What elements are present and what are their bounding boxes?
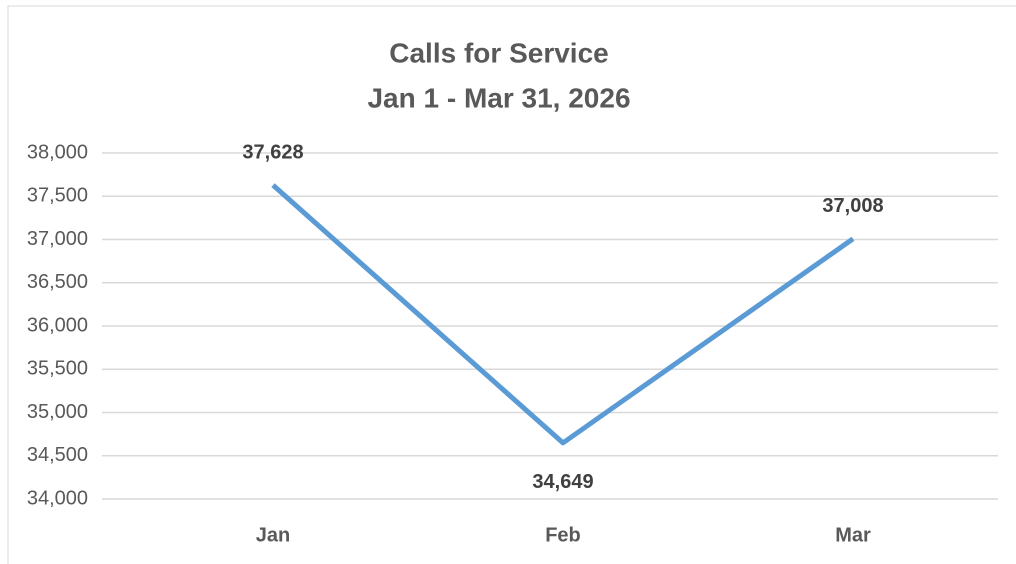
y-tick-label: 38,000 bbox=[27, 141, 88, 163]
x-tick-label: Jan bbox=[256, 524, 290, 546]
y-tick-label: 35,500 bbox=[27, 358, 88, 380]
line-series bbox=[271, 183, 855, 446]
chart-subtitle: Jan 1 - Mar 31, 2026 bbox=[367, 82, 630, 113]
data-label: 37,008 bbox=[822, 195, 883, 217]
y-tick-label: 36,500 bbox=[27, 271, 88, 293]
y-tick-label: 34,000 bbox=[27, 487, 88, 509]
y-tick-label: 36,000 bbox=[27, 314, 88, 336]
x-tick-label: Mar bbox=[835, 524, 871, 546]
y-tick-label: 37,500 bbox=[27, 185, 88, 207]
data-label: 37,628 bbox=[242, 141, 303, 163]
y-tick-label: 37,000 bbox=[27, 228, 88, 250]
y-tick-label: 35,000 bbox=[27, 401, 88, 423]
x-tick-label: Feb bbox=[545, 524, 581, 546]
y-tick-label: 34,500 bbox=[27, 444, 88, 466]
chart-title: Calls for Service bbox=[389, 37, 608, 68]
chart-frame bbox=[7, 5, 1016, 564]
data-label: 34,649 bbox=[532, 471, 593, 493]
